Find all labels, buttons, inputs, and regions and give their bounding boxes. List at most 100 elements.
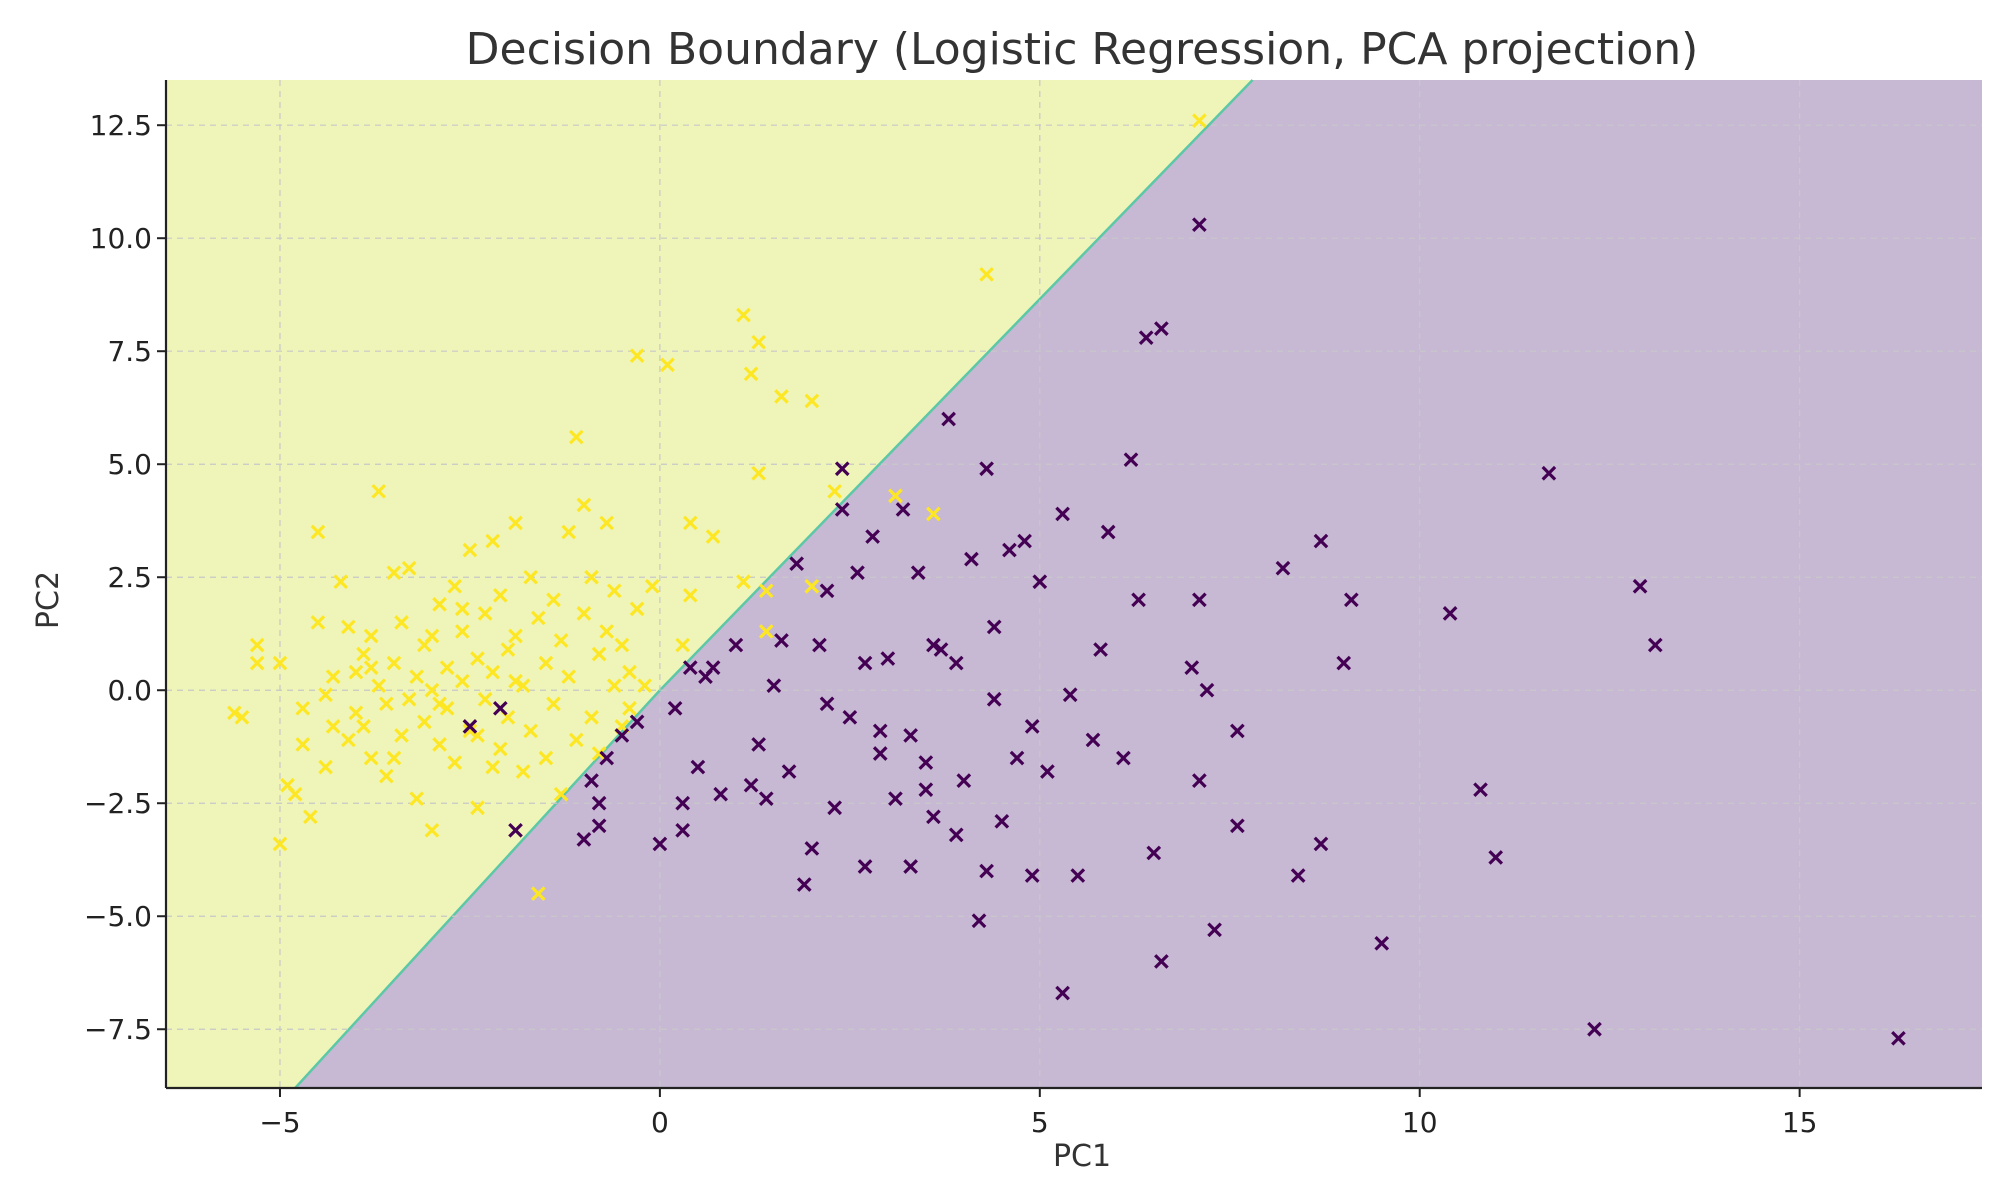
- class-1-point-marker: [629, 348, 645, 364]
- class-1-point-marker: [926, 506, 941, 522]
- class-1-point-marker: [591, 746, 607, 761]
- class-0-point-marker: [584, 773, 599, 788]
- point-cross-stroke: [1116, 750, 1131, 766]
- point-cross-stroke: [1199, 682, 1215, 698]
- class-0-point-marker: [888, 791, 903, 807]
- point-cross-stroke: [515, 764, 531, 779]
- class-0-point-marker: [675, 795, 691, 811]
- point-cross-stroke: [637, 678, 653, 694]
- class-1-point-marker: [477, 691, 493, 707]
- class-1-point-marker: [386, 655, 402, 671]
- class-0-point-marker: [1473, 782, 1488, 797]
- point-cross-stroke: [728, 637, 744, 653]
- class-0-point-marker: [819, 696, 835, 712]
- point-cross-stroke: [713, 786, 729, 802]
- point-cross-stroke: [584, 710, 599, 725]
- y-tick-label: −2.5: [84, 787, 152, 820]
- class-0-point-marker: [1199, 682, 1215, 698]
- point-cross-stroke: [325, 719, 341, 734]
- point-cross-stroke: [1032, 574, 1048, 590]
- point-cross-stroke: [1017, 533, 1032, 549]
- point-cross-stroke: [1154, 954, 1169, 969]
- point-cross-stroke: [546, 696, 561, 712]
- class-1-point-marker: [432, 696, 447, 712]
- point-cross-stroke: [964, 551, 979, 567]
- point-cross-stroke: [1344, 592, 1359, 608]
- class-1-point-marker: [234, 710, 250, 725]
- class-1-point-marker: [470, 651, 485, 666]
- point-cross-stroke: [599, 515, 615, 531]
- point-cross-stroke: [667, 700, 683, 716]
- point-cross-stroke: [568, 732, 584, 748]
- class-0-point-marker: [1313, 533, 1329, 549]
- point-cross-stroke: [614, 637, 630, 653]
- class-0-point-marker: [819, 583, 835, 599]
- point-cross-stroke: [424, 823, 440, 838]
- point-cross-stroke: [553, 786, 569, 802]
- class-1-point-marker: [682, 515, 698, 531]
- point-cross-stroke: [865, 529, 880, 544]
- point-cross-stroke: [386, 565, 402, 581]
- point-cross-stroke: [439, 660, 455, 675]
- class-1-point-marker: [447, 578, 463, 594]
- point-cross-stroke: [1024, 868, 1040, 883]
- point-cross-stroke: [432, 597, 447, 612]
- point-cross-stroke: [599, 624, 615, 639]
- class-1-point-marker: [417, 714, 432, 730]
- point-cross-stroke: [1230, 818, 1245, 834]
- point-cross-stroke: [432, 696, 447, 712]
- point-cross-stroke: [872, 723, 888, 739]
- point-cross-stroke: [1154, 321, 1169, 336]
- point-cross-stroke: [379, 696, 394, 712]
- point-cross-stroke: [500, 710, 516, 725]
- point-cross-stroke: [872, 746, 888, 761]
- class-1-point-marker: [272, 655, 288, 671]
- class-1-point-marker: [356, 646, 371, 662]
- class-1-point-marker: [500, 642, 516, 657]
- class-0-point-marker: [880, 651, 896, 666]
- class-1-point-marker: [318, 759, 333, 775]
- x-tick-label: 10: [1402, 1106, 1438, 1139]
- class-0-point-marker: [1275, 560, 1291, 576]
- point-cross-stroke: [933, 642, 949, 657]
- point-cross-stroke: [318, 759, 333, 775]
- point-cross-stroke: [325, 669, 341, 684]
- class-0-point-marker: [926, 809, 941, 825]
- class-1-point-marker: [394, 728, 409, 743]
- point-cross-stroke: [796, 877, 812, 892]
- point-cross-stroke: [926, 809, 941, 825]
- class-0-point-marker: [591, 795, 607, 811]
- point-cross-stroke: [356, 719, 371, 734]
- point-cross-stroke: [508, 673, 523, 689]
- class-1-point-marker: [356, 719, 371, 734]
- point-cross-stroke: [227, 705, 242, 721]
- point-cross-stroke: [622, 664, 637, 680]
- point-cross-stroke: [736, 574, 751, 590]
- point-cross-stroke: [774, 389, 789, 404]
- class-0-point-marker: [872, 746, 888, 761]
- class-1-point-marker: [546, 592, 561, 608]
- point-cross-stroke: [781, 764, 797, 779]
- class-0-point-marker: [1024, 868, 1040, 883]
- class-1-point-marker: [401, 691, 417, 707]
- class-0-point-marker: [1123, 452, 1139, 468]
- point-cross-stroke: [401, 691, 417, 707]
- class-1-point-marker: [432, 597, 447, 612]
- class-0-point-marker: [682, 660, 698, 675]
- class-0-point-marker: [986, 691, 1002, 707]
- point-cross-stroke: [979, 461, 994, 477]
- point-cross-stroke: [705, 529, 721, 544]
- point-cross-stroke: [523, 723, 539, 739]
- point-cross-stroke: [523, 569, 539, 585]
- class-0-point-marker: [1192, 592, 1207, 608]
- point-cross-stroke: [1093, 642, 1108, 657]
- class-1-point-marker: [363, 628, 379, 644]
- point-cross-stroke: [1442, 606, 1458, 621]
- point-cross-stroke: [1040, 764, 1055, 779]
- point-cross-stroke: [538, 750, 554, 766]
- class-1-point-marker: [561, 524, 577, 540]
- class-1-point-marker: [606, 678, 622, 694]
- point-cross-stroke: [903, 859, 918, 874]
- point-cross-stroke: [1192, 592, 1207, 608]
- class-1-point-marker: [470, 800, 485, 816]
